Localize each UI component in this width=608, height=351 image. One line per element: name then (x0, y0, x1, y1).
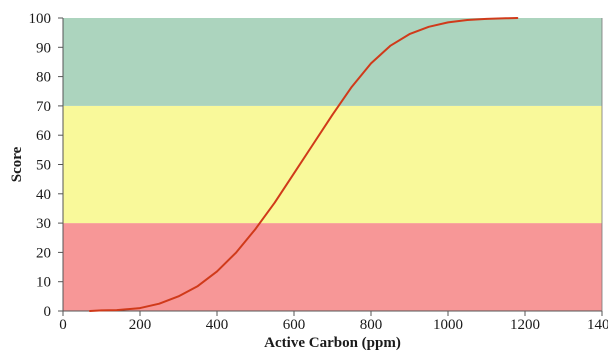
y-tick-label: 90 (36, 40, 51, 56)
data-point (235, 252, 237, 254)
band-2 (63, 18, 602, 106)
data-point (428, 26, 430, 28)
data-point (101, 310, 103, 312)
y-tick-label: 70 (36, 99, 51, 115)
data-point (158, 303, 160, 305)
data-point (216, 271, 218, 273)
data-point (409, 33, 411, 35)
data-point (370, 63, 372, 65)
y-tick-label: 0 (44, 304, 52, 320)
data-point (505, 17, 507, 19)
data-point (255, 228, 257, 230)
data-point (178, 296, 180, 298)
y-tick-label: 100 (29, 11, 52, 27)
x-axis-title: Active Carbon (ppm) (264, 335, 401, 351)
x-tick-label: 800 (360, 317, 383, 333)
band-1 (63, 106, 602, 223)
data-point (274, 202, 276, 204)
y-axis-title: Score (9, 146, 25, 182)
y-tick-label: 40 (36, 187, 51, 203)
x-tick-label: 0 (59, 317, 67, 333)
x-tick-label: 600 (283, 317, 306, 333)
data-point (116, 309, 118, 311)
band-0 (63, 223, 602, 311)
x-tick-label: 1200 (510, 317, 540, 333)
y-tick-label: 60 (36, 128, 51, 144)
y-tick-label: 50 (36, 158, 51, 174)
data-point (332, 114, 334, 116)
data-point (312, 143, 314, 145)
data-point (466, 19, 468, 21)
data-point (517, 17, 519, 19)
score-bands (63, 18, 602, 311)
y-tick-label: 10 (36, 275, 51, 291)
y-tick-label: 80 (36, 70, 51, 86)
x-tick-label: 200 (129, 317, 152, 333)
data-point (351, 86, 353, 88)
data-point (89, 310, 91, 312)
x-tick-label: 400 (206, 317, 229, 333)
y-tick-label: 20 (36, 245, 51, 261)
data-point (293, 172, 295, 174)
data-point (139, 307, 141, 309)
data-point (486, 18, 488, 20)
y-tick-label: 30 (36, 216, 51, 232)
y-tick-labels: 0 10 20 30 40 50 60 70 80 90 100 (29, 11, 52, 320)
data-point (447, 22, 449, 24)
data-point (197, 285, 199, 287)
data-point (389, 45, 391, 47)
x-tick-label: 1000 (433, 317, 463, 333)
